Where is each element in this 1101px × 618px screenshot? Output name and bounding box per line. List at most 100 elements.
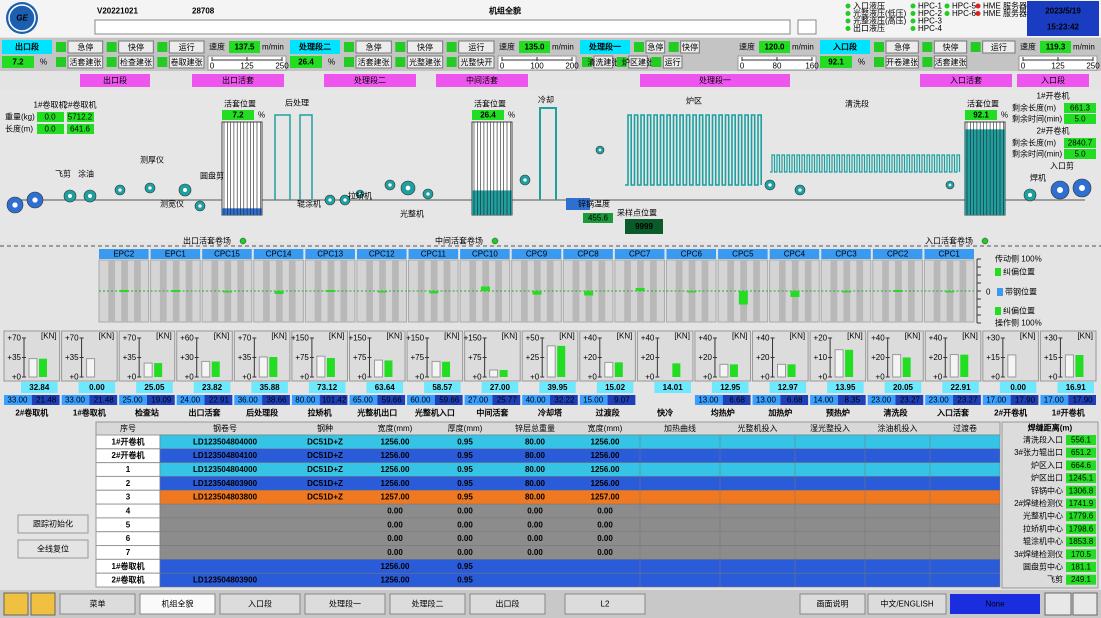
button[interactable] [933,55,968,69]
button[interactable] [168,55,205,69]
button[interactable] [680,40,700,54]
button-label[interactable]: 开卷建张 [886,57,918,67]
button[interactable] [118,40,154,54]
button-indicator [56,42,66,52]
button[interactable] [118,55,154,69]
button-label[interactable]: 运行 [468,42,484,52]
button-label[interactable]: 急停 [366,42,382,52]
cpc-header [356,249,407,259]
language-button[interactable] [867,593,947,615]
button-label[interactable]: 急停 [647,42,663,52]
column-header: 光整机投入 [738,423,778,433]
nav-label[interactable]: 机组全貌 [162,599,194,609]
side-button[interactable] [17,539,89,559]
button[interactable] [406,55,444,69]
button-label[interactable]: 快停 [417,42,433,52]
button-label[interactable]: 运行 [665,57,681,67]
button-label[interactable]: 清洗建张 [587,57,619,67]
button-label[interactable]: 运行 [179,42,195,52]
zinc-pot [566,198,590,210]
uncoiler-label: 剩余长度(m) [1012,103,1056,113]
uncoiler-name: 1#开卷机 [1037,91,1070,101]
tool-icon[interactable] [3,592,29,616]
gauge-name: 清洗段 [883,408,907,418]
gauge-tick-label: +0 [300,373,310,382]
button[interactable] [593,55,614,69]
nav-label[interactable]: 处理段一 [329,599,361,609]
weld-value-box [1066,574,1096,585]
cpc-stripe [134,260,141,322]
button[interactable] [933,40,968,54]
button-label[interactable]: 快停 [943,42,959,52]
exit-icon[interactable] [1072,592,1098,616]
button[interactable] [67,40,104,54]
cpc-header [305,249,355,259]
button[interactable] [355,55,392,69]
gauge-tick-label: +25 [526,353,540,362]
tool-icon[interactable] [30,592,56,616]
button-label[interactable]: 急停 [77,42,93,52]
nav-label[interactable]: 入口段 [248,599,272,609]
gauge-value: 15.02 [605,383,626,392]
nav-label[interactable]: 出口段 [496,599,520,609]
gauge-tick-label: +15 [1044,353,1058,362]
gauge-unit: [KN] [905,332,921,341]
help-button[interactable] [799,593,866,615]
button[interactable] [168,40,205,54]
button[interactable] [662,55,683,69]
nav-button[interactable] [469,593,546,615]
button-indicator [582,57,592,67]
nav-label[interactable]: L2 [601,600,610,609]
button-label[interactable]: 卷取建张 [171,57,203,67]
nav-button[interactable] [139,593,216,615]
message-button[interactable] [797,19,817,35]
button-label[interactable]: 运行 [991,42,1007,52]
speed-box [229,41,260,53]
button[interactable] [458,40,495,54]
button-label[interactable]: 光整快开 [460,57,492,67]
button-label[interactable]: 炉区建张 [622,57,654,67]
cpc-bar [171,290,181,292]
feedback-value: 101.42 [322,396,347,405]
button-label[interactable]: 活套建张 [358,57,390,67]
help-label[interactable]: 画面说明 [817,599,849,609]
nav-button[interactable] [219,593,301,615]
nav-label[interactable]: 菜单 [90,599,106,609]
pct-value: 7.2 [12,58,24,67]
print-icon[interactable] [1044,592,1072,616]
button-label[interactable]: 光整建张 [409,57,441,67]
button-label[interactable]: 急停 [894,42,910,52]
button[interactable] [355,40,392,54]
speed-box [759,41,790,53]
button[interactable] [645,40,666,54]
button[interactable] [885,40,919,54]
button[interactable] [458,55,495,69]
language-label[interactable]: 中文/ENGLISH [880,599,934,609]
button[interactable] [406,40,444,54]
table-cell: 1#卷取机 [112,561,145,571]
side-button[interactable] [17,514,89,534]
button[interactable] [67,55,104,69]
button-label[interactable]: 快停 [682,42,698,52]
feedback-box [895,395,924,405]
coiler-value-box [67,124,94,134]
button-label[interactable]: 检查建张 [120,57,152,67]
button[interactable] [885,55,919,69]
gauge-value-box [711,382,749,393]
nav-button[interactable] [59,593,136,615]
button-label[interactable]: 活套建张 [69,57,101,67]
button-label[interactable]: 快停 [128,42,144,52]
nav-button[interactable] [564,593,646,615]
nav-button[interactable] [389,593,466,615]
actual-bar [557,345,566,377]
side-button-label[interactable]: 全线复位 [37,544,69,554]
button-label[interactable]: 活套建张 [935,57,967,67]
nav-label[interactable]: 处理段二 [412,599,444,609]
button[interactable] [982,40,1016,54]
side-button-label[interactable]: 跟踪初始化 [33,519,73,529]
button[interactable] [628,55,648,69]
uncoiler-value-box [1064,114,1096,124]
nav-button[interactable] [304,593,386,615]
gauge-value: 63.64 [375,383,396,392]
table-row [159,545,1001,560]
